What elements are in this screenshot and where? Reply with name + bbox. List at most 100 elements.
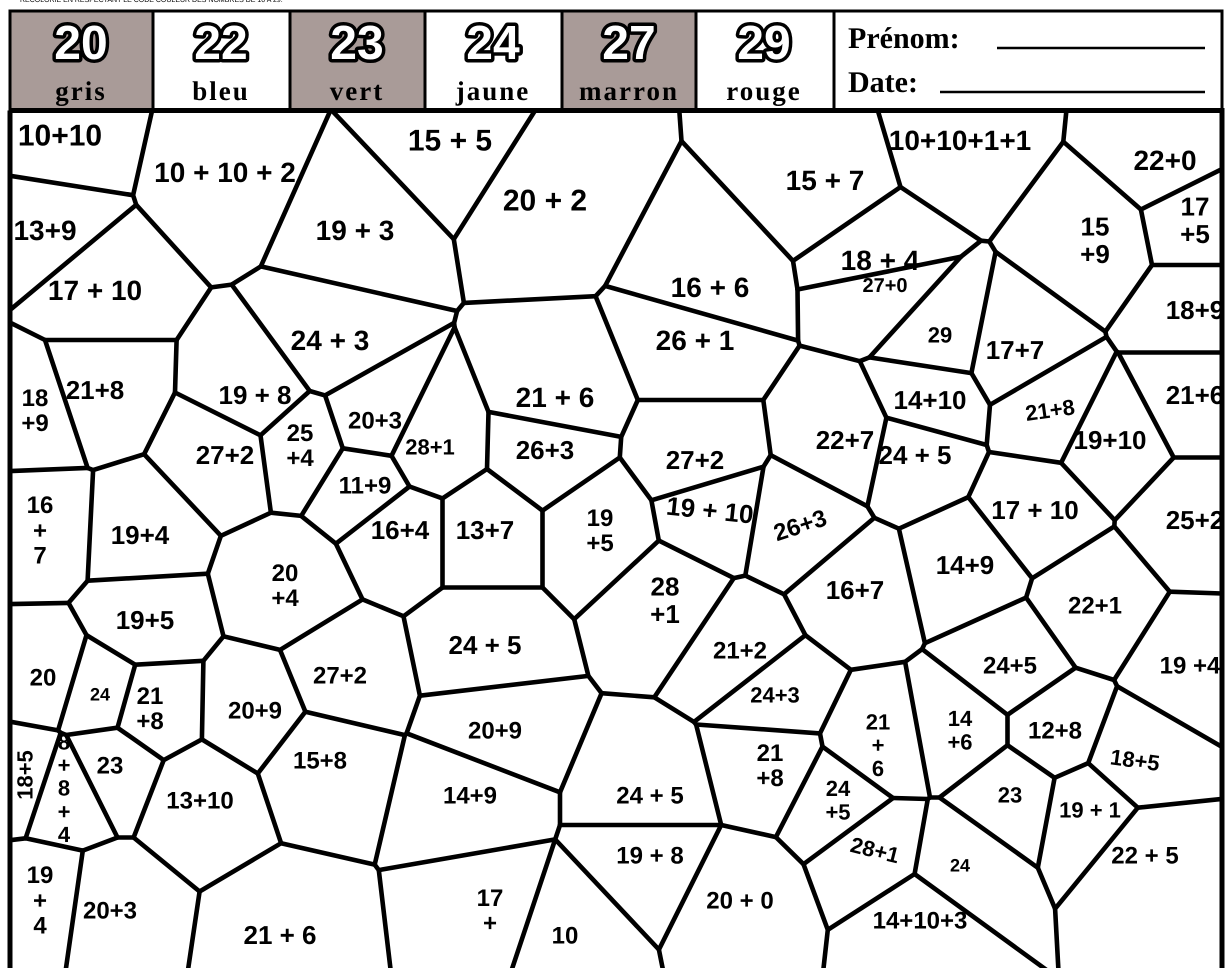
svg-text:19 + 1: 19 + 1 — [1059, 798, 1121, 823]
svg-text:+9: +9 — [1080, 239, 1110, 269]
svg-text:15: 15 — [1081, 211, 1110, 241]
svg-text:21+8: 21+8 — [66, 375, 125, 405]
svg-text:10: 10 — [552, 922, 579, 949]
svg-text:17+7: 17+7 — [986, 335, 1045, 365]
svg-text:17: 17 — [1181, 191, 1210, 221]
svg-text:+4: +4 — [286, 445, 314, 472]
svg-text:+: + — [33, 887, 47, 914]
svg-text:25+2: 25+2 — [1166, 505, 1225, 535]
svg-text:+: + — [483, 910, 497, 937]
svg-text:+8: +8 — [756, 765, 783, 792]
svg-text:13+7: 13+7 — [456, 515, 515, 545]
svg-text:+: + — [58, 799, 71, 824]
svg-text:27+2: 27+2 — [666, 445, 725, 475]
svg-text:21 + 6: 21 + 6 — [243, 920, 316, 950]
svg-text:20: 20 — [54, 17, 107, 70]
svg-text:16: 16 — [27, 492, 54, 519]
svg-text:rouge: rouge — [726, 76, 802, 106]
svg-text:Prénom:: Prénom: — [848, 22, 960, 55]
svg-text:20: 20 — [272, 560, 299, 587]
svg-text:24: 24 — [90, 684, 110, 704]
svg-text:20+3: 20+3 — [348, 407, 402, 434]
svg-text:24 + 5: 24 + 5 — [878, 440, 951, 470]
svg-text:14: 14 — [948, 706, 973, 731]
svg-text:27: 27 — [602, 17, 655, 70]
svg-text:26+3: 26+3 — [516, 435, 575, 465]
svg-text:gris: gris — [55, 76, 107, 106]
svg-text:22: 22 — [194, 17, 247, 70]
svg-text:21: 21 — [866, 710, 890, 735]
svg-text:21: 21 — [757, 740, 784, 767]
svg-text:bleu: bleu — [192, 76, 250, 106]
svg-text:+6: +6 — [947, 729, 972, 754]
svg-text:10+10: 10+10 — [18, 120, 102, 153]
svg-text:19+4: 19+4 — [111, 520, 170, 550]
svg-text:+5: +5 — [1180, 219, 1210, 249]
svg-text:12+8: 12+8 — [1028, 717, 1082, 744]
svg-text:7: 7 — [33, 543, 46, 570]
svg-text:4: 4 — [58, 822, 71, 847]
svg-text:18+9: 18+9 — [1166, 295, 1225, 325]
svg-text:24 + 3: 24 + 3 — [291, 325, 370, 356]
svg-text:19 +4: 19 +4 — [1160, 652, 1221, 679]
svg-text:25: 25 — [287, 420, 314, 447]
svg-text:22+0: 22+0 — [1133, 145, 1196, 176]
svg-text:21+2: 21+2 — [713, 637, 767, 664]
svg-text:18 + 4: 18 + 4 — [841, 245, 920, 276]
svg-text:24+5: 24+5 — [983, 652, 1037, 679]
svg-text:19 + 8: 19 + 8 — [616, 842, 683, 869]
svg-text:15 + 7: 15 + 7 — [786, 165, 865, 196]
svg-text:20+9: 20+9 — [468, 717, 522, 744]
svg-text:29: 29 — [737, 17, 790, 70]
svg-text:+: + — [872, 733, 885, 758]
svg-text:11+9: 11+9 — [339, 472, 392, 499]
svg-text:13+10: 13+10 — [166, 787, 233, 814]
svg-text:18+5: 18+5 — [13, 750, 38, 800]
svg-text:20 + 0: 20 + 0 — [706, 887, 773, 914]
svg-text:+5: +5 — [825, 799, 850, 824]
svg-text:21+6: 21+6 — [1166, 380, 1225, 410]
svg-text:21: 21 — [137, 683, 164, 710]
svg-text:19+5: 19+5 — [116, 605, 175, 635]
svg-text:22+7: 22+7 — [816, 425, 875, 455]
svg-text:23: 23 — [330, 17, 383, 70]
svg-text:+: + — [33, 517, 47, 544]
svg-text:RECOLORIE EN RESPECTANT LE COD: RECOLORIE EN RESPECTANT LE CODE COULEUR … — [20, 0, 283, 4]
svg-text:22+1: 22+1 — [1068, 592, 1122, 619]
svg-text:28: 28 — [651, 572, 680, 602]
svg-text:27+2: 27+2 — [313, 662, 367, 689]
svg-text:19 + 3: 19 + 3 — [316, 215, 395, 246]
svg-text:29: 29 — [928, 323, 952, 348]
svg-text:24: 24 — [466, 17, 520, 70]
svg-text:24: 24 — [950, 855, 970, 875]
svg-text:26 + 1: 26 + 1 — [656, 325, 735, 356]
svg-text:20 + 2: 20 + 2 — [503, 185, 587, 218]
svg-text:28+1: 28+1 — [405, 435, 455, 460]
svg-text:23: 23 — [998, 783, 1022, 808]
svg-text:16+4: 16+4 — [371, 515, 430, 545]
svg-text:20+9: 20+9 — [228, 697, 282, 724]
svg-text:24 + 5: 24 + 5 — [448, 630, 521, 660]
svg-text:17 + 10: 17 + 10 — [48, 275, 142, 306]
svg-text:10 + 10 + 2: 10 + 10 + 2 — [154, 157, 296, 188]
svg-text:+1: +1 — [650, 599, 680, 629]
svg-text:vert: vert — [330, 76, 384, 106]
svg-text:4: 4 — [33, 913, 47, 940]
svg-text:27+2: 27+2 — [196, 440, 255, 470]
svg-text:17 + 10: 17 + 10 — [991, 495, 1078, 525]
svg-text:16 + 6: 16 + 6 — [671, 272, 750, 303]
svg-text:+5: +5 — [586, 530, 613, 557]
svg-text:+4: +4 — [271, 585, 299, 612]
svg-text:24: 24 — [826, 776, 851, 801]
svg-text:8: 8 — [58, 730, 70, 755]
svg-text:jaune: jaune — [455, 76, 531, 106]
svg-text:27+0: 27+0 — [862, 275, 907, 297]
svg-text:19+10: 19+10 — [1073, 425, 1146, 455]
svg-text:17: 17 — [477, 885, 504, 912]
svg-text:Date:: Date: — [848, 66, 918, 99]
svg-text:+8: +8 — [136, 708, 163, 735]
svg-text:15+8: 15+8 — [293, 747, 347, 774]
svg-text:14+9: 14+9 — [443, 782, 497, 809]
svg-text:10+10+1+1: 10+10+1+1 — [889, 125, 1032, 156]
svg-text:19: 19 — [27, 862, 54, 889]
